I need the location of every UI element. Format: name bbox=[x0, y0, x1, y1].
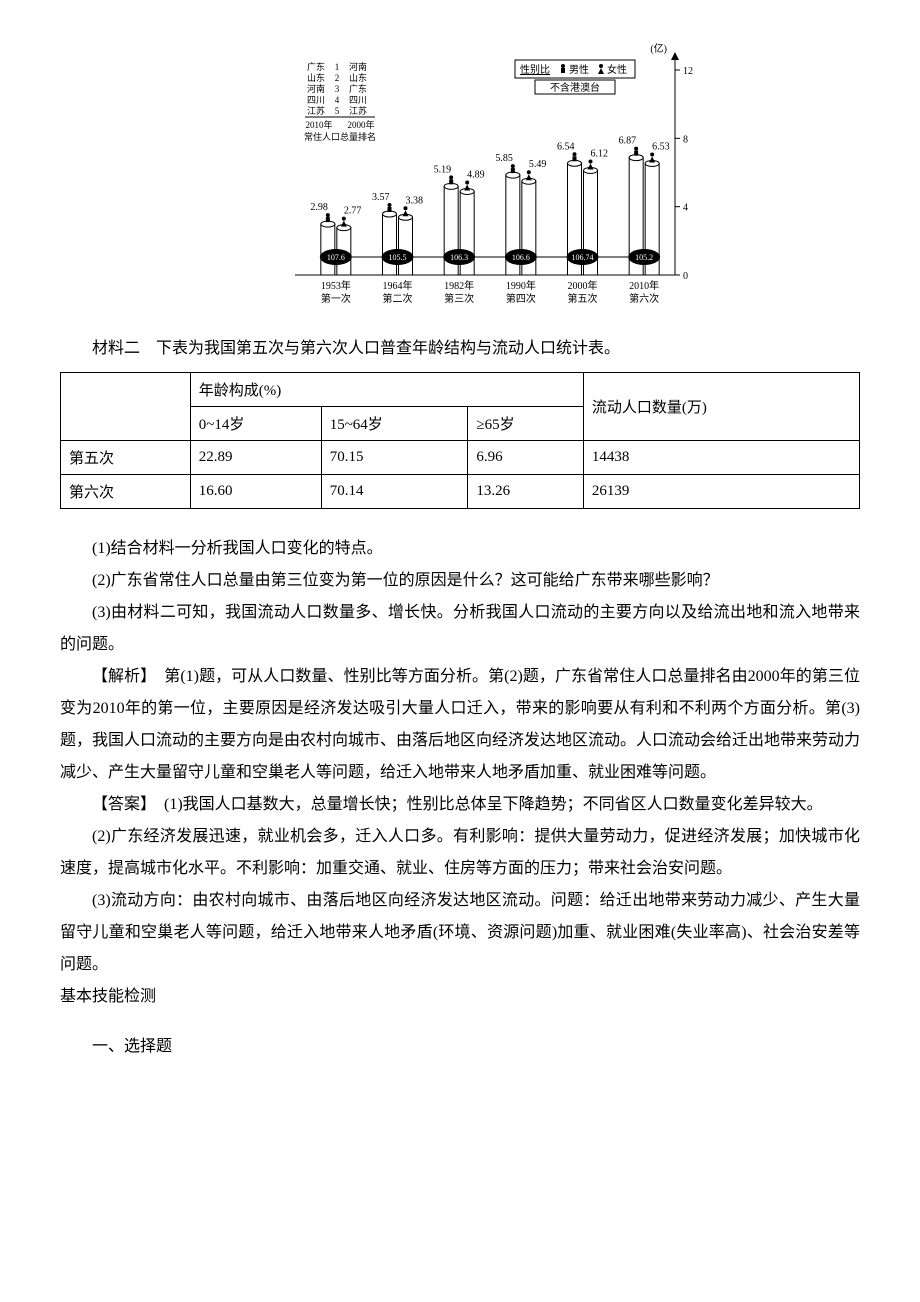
svg-text:不含港澳台: 不含港澳台 bbox=[550, 81, 600, 94]
svg-text:105.5: 105.5 bbox=[389, 253, 407, 262]
section-1-label: 一、选择题 bbox=[60, 1031, 860, 1063]
svg-text:第二次: 第二次 bbox=[383, 292, 413, 305]
chart-svg: 0 4 8 12 (亿) 2.98 2.77 107.6 1953年第一次 3.57 3.38 105… bbox=[205, 40, 715, 320]
answer-2: (2)广东经济发展迅速，就业机会多，迁入人口多。有利影响：提供大量劳动力，促进经… bbox=[60, 821, 860, 885]
svg-text:男性: 男性 bbox=[569, 63, 589, 76]
svg-text:1982年: 1982年 bbox=[444, 279, 474, 292]
svg-text:4: 4 bbox=[683, 203, 688, 214]
svg-text:4.89: 4.89 bbox=[467, 169, 485, 180]
svg-text:5.19: 5.19 bbox=[434, 164, 452, 175]
svg-text:第五次: 第五次 bbox=[568, 292, 598, 305]
svg-text:3.38: 3.38 bbox=[406, 195, 424, 206]
svg-text:3.57: 3.57 bbox=[372, 192, 390, 203]
answer-label: 【答案】 bbox=[92, 796, 148, 813]
cell: 13.26 bbox=[468, 474, 584, 508]
header-age: 年龄构成(%) bbox=[190, 372, 583, 406]
question-3: (3)由材料二可知，我国流动人口数量多、增长快。分析我国人口流动的主要方向以及给… bbox=[60, 597, 860, 661]
svg-text:107.6: 107.6 bbox=[327, 253, 345, 262]
svg-text:6.54: 6.54 bbox=[557, 141, 575, 152]
svg-text:2010年: 2010年 bbox=[305, 119, 332, 130]
col-0-14: 0~14岁 bbox=[190, 406, 321, 440]
svg-text:1990年: 1990年 bbox=[506, 279, 536, 292]
svg-text:山东: 山东 bbox=[307, 72, 325, 83]
row-label: 第六次 bbox=[61, 474, 191, 508]
svg-text:河南: 河南 bbox=[349, 61, 367, 72]
svg-text:106.3: 106.3 bbox=[450, 253, 468, 262]
svg-text:5.85: 5.85 bbox=[495, 153, 513, 164]
cell: 70.15 bbox=[321, 440, 468, 474]
cell: 70.14 bbox=[321, 474, 468, 508]
svg-text:江苏: 江苏 bbox=[307, 105, 325, 116]
svg-text:5: 5 bbox=[335, 106, 340, 116]
svg-text:山东: 山东 bbox=[349, 72, 367, 83]
svg-text:广东: 广东 bbox=[349, 83, 367, 94]
svg-text:性别比: 性别比 bbox=[520, 63, 550, 76]
svg-text:106.6: 106.6 bbox=[512, 253, 530, 262]
svg-text:2.77: 2.77 bbox=[344, 206, 362, 217]
svg-text:1964年: 1964年 bbox=[383, 279, 413, 292]
svg-text:江苏: 江苏 bbox=[349, 105, 367, 116]
table-corner bbox=[61, 372, 191, 440]
cell: 22.89 bbox=[190, 440, 321, 474]
analysis-text: 第(1)题，可从人口数量、性别比等方面分析。第(2)题，广东省常住人口总量排名由… bbox=[60, 668, 860, 781]
svg-text:第一次: 第一次 bbox=[321, 292, 351, 305]
analysis-para: 【解析】 第(1)题，可从人口数量、性别比等方面分析。第(2)题，广东省常住人口… bbox=[60, 661, 860, 789]
table-row: 第六次 16.60 70.14 13.26 26139 bbox=[61, 474, 860, 508]
material2-caption: 材料二 下表为我国第五次与第六次人口普查年龄结构与流动人口统计表。 bbox=[60, 335, 860, 364]
svg-text:0: 0 bbox=[683, 271, 688, 282]
svg-text:河南: 河南 bbox=[307, 83, 325, 94]
svg-text:四川: 四川 bbox=[349, 95, 367, 105]
svg-text:第六次: 第六次 bbox=[629, 292, 659, 305]
col-65: ≥65岁 bbox=[468, 406, 584, 440]
svg-text:2: 2 bbox=[335, 73, 340, 83]
col-15-64: 15~64岁 bbox=[321, 406, 468, 440]
census-chart: 0 4 8 12 (亿) 2.98 2.77 107.6 1953年第一次 3.57 3.38 105… bbox=[60, 40, 860, 325]
svg-text:2010年: 2010年 bbox=[629, 279, 659, 292]
svg-text:8: 8 bbox=[683, 134, 688, 145]
svg-text:2000年: 2000年 bbox=[347, 119, 374, 130]
svg-text:12: 12 bbox=[683, 66, 693, 77]
svg-text:105.2: 105.2 bbox=[635, 253, 653, 262]
svg-text:6.12: 6.12 bbox=[591, 148, 609, 159]
svg-text:(亿): (亿) bbox=[650, 42, 667, 55]
svg-text:1953年: 1953年 bbox=[321, 279, 351, 292]
cell: 14438 bbox=[583, 440, 859, 474]
svg-text:3: 3 bbox=[335, 84, 340, 94]
svg-text:第四次: 第四次 bbox=[506, 292, 536, 305]
svg-text:2000年: 2000年 bbox=[568, 279, 598, 292]
answer-1: 【答案】 (1)我国人口基数大，总量增长快；性别比总体呈下降趋势；不同省区人口数… bbox=[60, 789, 860, 821]
svg-text:广东: 广东 bbox=[307, 61, 325, 72]
table-row: 第五次 22.89 70.15 6.96 14438 bbox=[61, 440, 860, 474]
cell: 26139 bbox=[583, 474, 859, 508]
svg-text:6.87: 6.87 bbox=[619, 136, 637, 147]
svg-text:106.74: 106.74 bbox=[572, 253, 594, 262]
svg-text:2.98: 2.98 bbox=[310, 202, 328, 213]
answer-1-text: (1)我国人口基数大，总量增长快；性别比总体呈下降趋势；不同省区人口数量变化差异… bbox=[148, 796, 823, 813]
question-2: (2)广东省常住人口总量由第三位变为第一位的原因是什么？这可能给广东带来哪些影响… bbox=[60, 565, 860, 597]
svg-text:5.49: 5.49 bbox=[529, 159, 547, 170]
skill-check-label: 基本技能检测 bbox=[60, 981, 860, 1013]
age-structure-table: 年龄构成(%) 流动人口数量(万) 0~14岁 15~64岁 ≥65岁 第五次 … bbox=[60, 372, 860, 509]
svg-text:女性: 女性 bbox=[607, 63, 627, 76]
row-label: 第五次 bbox=[61, 440, 191, 474]
question-1: (1)结合材料一分析我国人口变化的特点。 bbox=[60, 533, 860, 565]
svg-text:1: 1 bbox=[335, 62, 340, 72]
header-float: 流动人口数量(万) bbox=[583, 372, 859, 440]
analysis-label: 【解析】 bbox=[92, 668, 148, 685]
svg-text:6.53: 6.53 bbox=[652, 141, 670, 152]
cell: 16.60 bbox=[190, 474, 321, 508]
svg-text:4: 4 bbox=[335, 95, 340, 105]
svg-text:四川: 四川 bbox=[307, 95, 325, 105]
answer-3: (3)流动方向：由农村向城市、由落后地区向经济发达地区流动。问题：给迁出地带来劳… bbox=[60, 885, 860, 981]
svg-text:第三次: 第三次 bbox=[444, 292, 474, 305]
cell: 6.96 bbox=[468, 440, 584, 474]
svg-text:常住人口总量排名: 常住人口总量排名 bbox=[304, 131, 376, 142]
